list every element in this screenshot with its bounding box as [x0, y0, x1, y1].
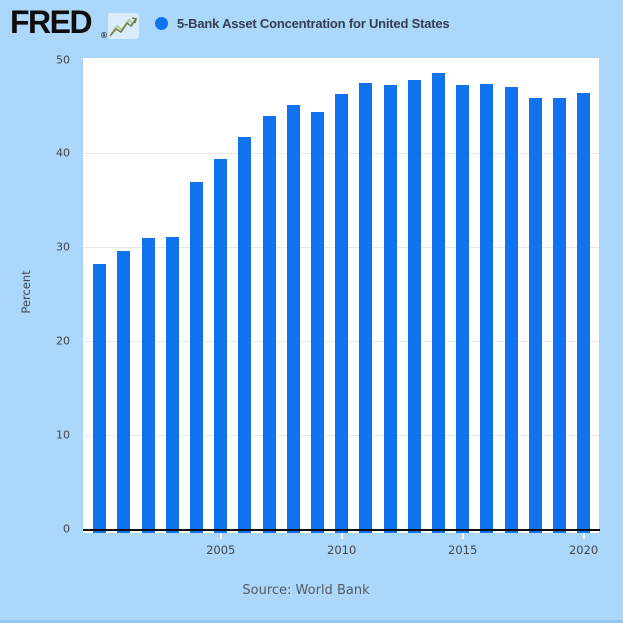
line-chart-icon: [108, 13, 139, 39]
bar-2001[interactable]: [117, 250, 131, 533]
y-tick-label-30: 30: [56, 240, 70, 254]
series-title[interactable]: 5-Bank Asset Concentration for United St…: [177, 16, 450, 31]
bar-2017[interactable]: [504, 87, 518, 533]
x-tick-mark-2010: [340, 533, 343, 539]
bar-2008[interactable]: [286, 105, 300, 533]
bar-2020[interactable]: [577, 93, 591, 533]
x-tick-mark-2005: [219, 533, 222, 539]
y-tick-label-0: 0: [63, 522, 70, 536]
bar-2011[interactable]: [359, 82, 373, 533]
y-tick-label-40: 40: [56, 146, 70, 160]
series-legend-dot-icon: [155, 17, 168, 30]
bar-2004[interactable]: [190, 182, 204, 533]
bar-2009[interactable]: [311, 111, 324, 533]
y-tick-label-10: 10: [56, 428, 70, 442]
y-tick-label-50: 50: [56, 53, 70, 66]
bar-2014[interactable]: [431, 72, 445, 533]
bar-2010[interactable]: [335, 94, 349, 533]
bar-2019[interactable]: [552, 98, 566, 533]
x-tick-label-2005: 2005: [206, 543, 236, 557]
x-tick-mark-2020: [582, 533, 585, 539]
bar-2015[interactable]: [456, 85, 470, 533]
bar-2007[interactable]: [262, 116, 276, 533]
y-axis-title: Percent: [19, 270, 33, 314]
bar-2013[interactable]: [407, 80, 421, 533]
bar-2002[interactable]: [141, 238, 155, 533]
registered-trademark: ®: [100, 31, 108, 40]
bar-2012[interactable]: [383, 85, 397, 533]
bottom-edge: [0, 620, 623, 623]
bar-2000[interactable]: [93, 264, 107, 533]
x-tick-label-2020: 2020: [568, 543, 599, 557]
source-note: Source: World Bank: [242, 583, 370, 598]
x-tick-label-2015: 2015: [448, 543, 478, 557]
x-axis-line: [83, 528, 600, 531]
bar-2006[interactable]: [238, 137, 252, 533]
bar-2003[interactable]: [165, 237, 179, 533]
y-tick-label-20: 20: [56, 334, 70, 348]
x-tick-mark-2015: [461, 533, 464, 539]
bar-2005[interactable]: [214, 159, 228, 533]
bar-2016[interactable]: [480, 84, 494, 533]
bar-2018[interactable]: [528, 97, 542, 533]
x-tick-label-2010: 2010: [327, 543, 357, 557]
fred-logo[interactable]: FRED: [10, 4, 93, 40]
